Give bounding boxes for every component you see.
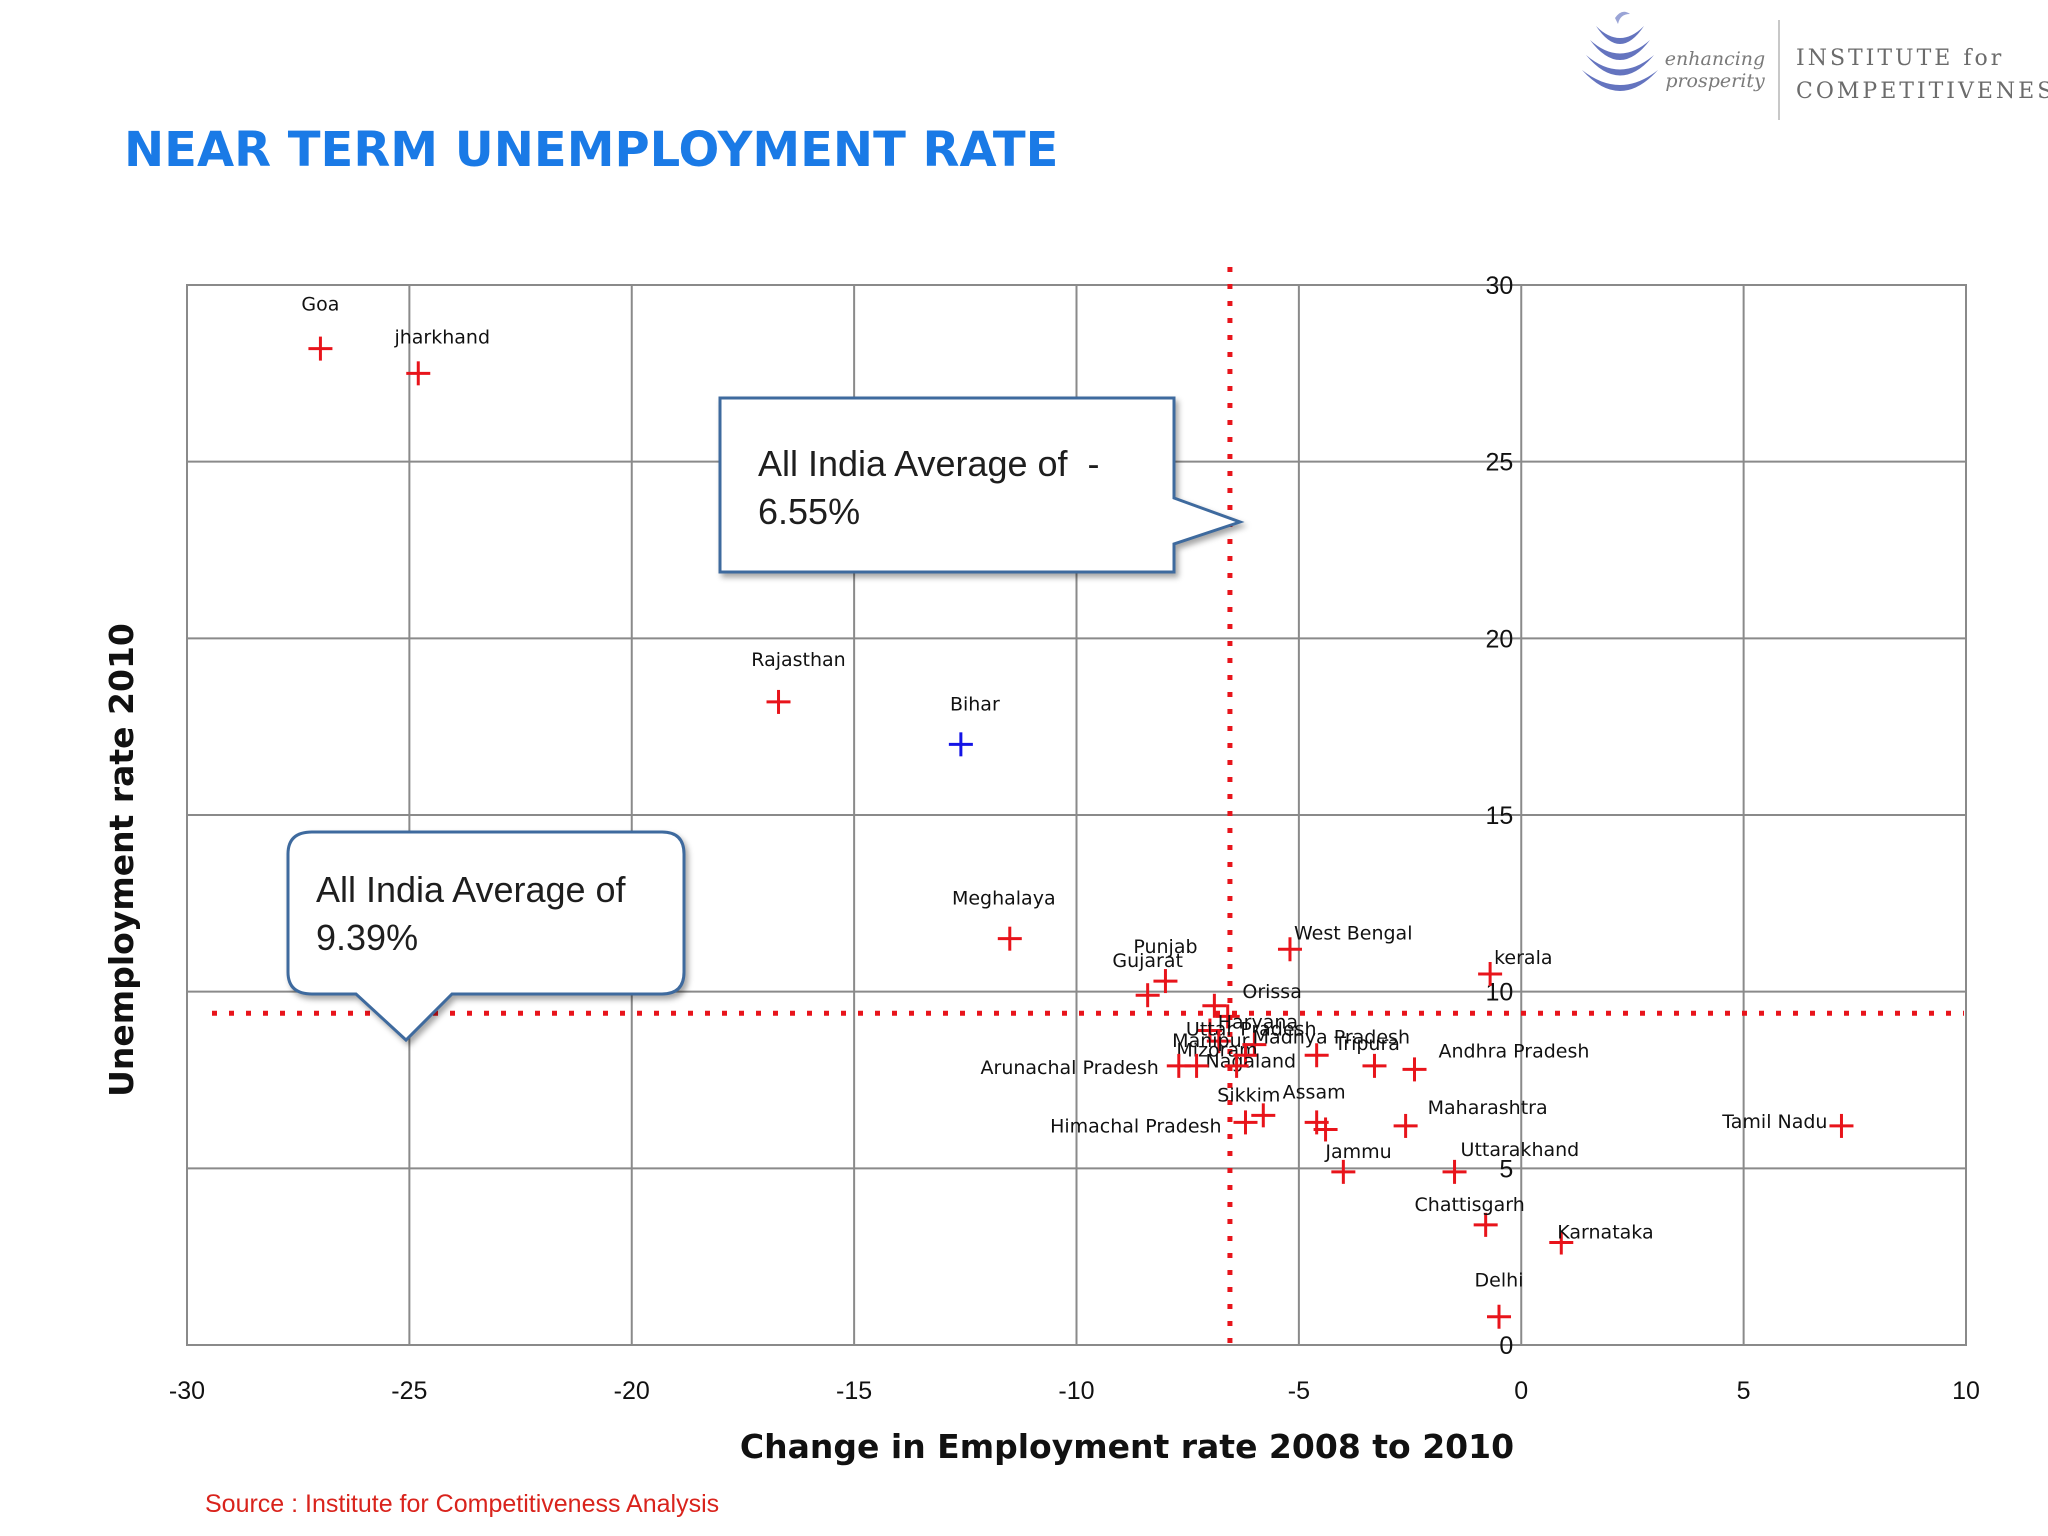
- point-label: kerala: [1494, 947, 1552, 969]
- callout-y-average-text: All India Average of 9.39%: [316, 869, 626, 958]
- data-point: Haryana: [1215, 1004, 1298, 1033]
- point-label: Nagaland: [1206, 1050, 1297, 1072]
- callout-x-average-box: [718, 396, 1245, 574]
- point-label: Tamil Nadu: [1721, 1111, 1827, 1133]
- x-tick-label: -5: [1288, 1377, 1310, 1405]
- data-point: Manipur: [1172, 1029, 1250, 1054]
- data-point: Andhra Pradesh: [1402, 1040, 1590, 1082]
- y-axis-label: Unemployment rate 2010: [102, 623, 141, 1097]
- point-label: Meghalaya: [952, 888, 1056, 910]
- x-tick-label: -30: [169, 1377, 205, 1405]
- point-label: Sikkim: [1217, 1084, 1280, 1106]
- data-points: Goa jharkhand Rajasthan Bihar Meghalaya West …: [301, 294, 1854, 1329]
- point-label: Haryana: [1218, 1011, 1298, 1033]
- y-tick-label: 20: [1485, 625, 1513, 653]
- callout-y-average-box: [286, 830, 686, 1043]
- point-label: Manipur: [1172, 1030, 1249, 1052]
- logo-name-line2: COMPETITIVENESS: [1796, 79, 2048, 104]
- y-tick-label: 25: [1485, 449, 1513, 477]
- point-label: Delhi: [1475, 1270, 1524, 1292]
- data-point: jharkhand: [393, 326, 490, 386]
- point-label: Rajasthan: [751, 649, 845, 671]
- logo-tagline-line2: prosperity: [1665, 70, 1765, 92]
- point-label: jharkhand: [393, 326, 490, 348]
- logo-name: INSTITUTE for COMPETITIVENESS: [1796, 42, 2048, 108]
- data-point: Orissa: [1202, 981, 1302, 1018]
- grid: [186, 284, 1967, 1346]
- data-point: Rajasthan: [751, 649, 846, 714]
- data-point: Madhya Pradesh: [1253, 1026, 1410, 1068]
- source-note: Source : Institute for Competitiveness A…: [205, 1490, 720, 1518]
- x-tick-label: 5: [1737, 1377, 1751, 1405]
- x-tick-label: -20: [614, 1377, 650, 1405]
- data-point: Tripura: [1333, 1033, 1400, 1078]
- point-label: Tripura: [1333, 1033, 1399, 1055]
- x-tick-label: 10: [1952, 1377, 1980, 1405]
- data-point: Sikkim: [1217, 1084, 1280, 1128]
- data-point: Tamil Nadu: [1721, 1111, 1854, 1138]
- point-label: Orissa: [1242, 981, 1302, 1003]
- data-point: Assam: [1283, 1081, 1346, 1135]
- data-point: [1184, 1053, 1209, 1078]
- point-label: Gujarat: [1112, 950, 1183, 972]
- point-label: Chattisgarh: [1415, 1194, 1525, 1216]
- x-tick-label: -10: [1058, 1377, 1094, 1405]
- point-label: Andhra Pradesh: [1439, 1040, 1590, 1062]
- data-point: Goa: [301, 294, 339, 361]
- data-point: kerala: [1478, 947, 1553, 986]
- data-point: Himachal Pradesh: [1050, 1110, 1258, 1137]
- point-label: Punjab: [1133, 936, 1197, 958]
- point-label: Assam: [1283, 1081, 1346, 1103]
- y-tick-label: 30: [1485, 272, 1513, 300]
- point-label: Himachal Pradesh: [1050, 1115, 1221, 1137]
- x-tick-label: 0: [1514, 1377, 1528, 1405]
- data-point: Uttarakhand: [1442, 1139, 1580, 1184]
- data-point: Gujarat: [1112, 950, 1183, 1008]
- average-lines: [212, 267, 1964, 1345]
- data-point: West Bengal: [1277, 922, 1413, 962]
- y-tick-label: 15: [1485, 802, 1513, 830]
- callouts: [286, 396, 1245, 1043]
- institute-logo: [1560, 0, 2048, 130]
- layered-leaf-icon: [1582, 11, 1658, 91]
- x-tick-label: -25: [391, 1377, 427, 1405]
- y-tick-label: 0: [1499, 1332, 1513, 1360]
- data-point: Jammu: [1324, 1141, 1392, 1184]
- point-label: Arunachal Pradesh: [981, 1057, 1159, 1079]
- data-point: Arunachal Pradesh: [981, 1053, 1191, 1079]
- data-point: [1313, 1117, 1338, 1142]
- data-point: Chattisgarh: [1415, 1194, 1525, 1237]
- logo-divider: [1778, 20, 1780, 120]
- callout-x-average-text: All India Average of - 6.55%: [758, 443, 1100, 532]
- point-label: Maharashtra: [1428, 1097, 1548, 1119]
- data-point: Karnataka: [1549, 1222, 1654, 1255]
- point-label: Karnataka: [1557, 1222, 1653, 1244]
- logo-tagline: enhancing prosperity: [1660, 48, 1770, 92]
- point-label: West Bengal: [1294, 922, 1413, 944]
- x-tick-label: -15: [836, 1377, 872, 1405]
- point-label: Uttarakhand: [1461, 1139, 1580, 1161]
- data-point: Bihar: [948, 693, 1000, 757]
- point-label: Jammu: [1324, 1141, 1391, 1163]
- y-tick-label: 5: [1499, 1155, 1513, 1183]
- logo-tagline-line1: enhancing: [1664, 48, 1766, 70]
- data-point: Maharashtra: [1393, 1097, 1548, 1138]
- point-label: Madhya Pradesh: [1253, 1026, 1410, 1048]
- point-label: Bihar: [950, 693, 1000, 715]
- data-point: [1224, 1053, 1249, 1078]
- logo-name-line1: INSTITUTE for: [1796, 46, 2005, 71]
- data-point: Delhi: [1475, 1270, 1524, 1329]
- data-point: Meghalaya: [952, 888, 1056, 951]
- data-point: Punjab: [1133, 936, 1198, 994]
- page-title: NEAR TERM UNEMPLOYMENT RATE: [124, 122, 1059, 178]
- point-label: Goa: [301, 294, 339, 316]
- x-axis-label: Change in Employment rate 2008 to 2010: [740, 1427, 1514, 1466]
